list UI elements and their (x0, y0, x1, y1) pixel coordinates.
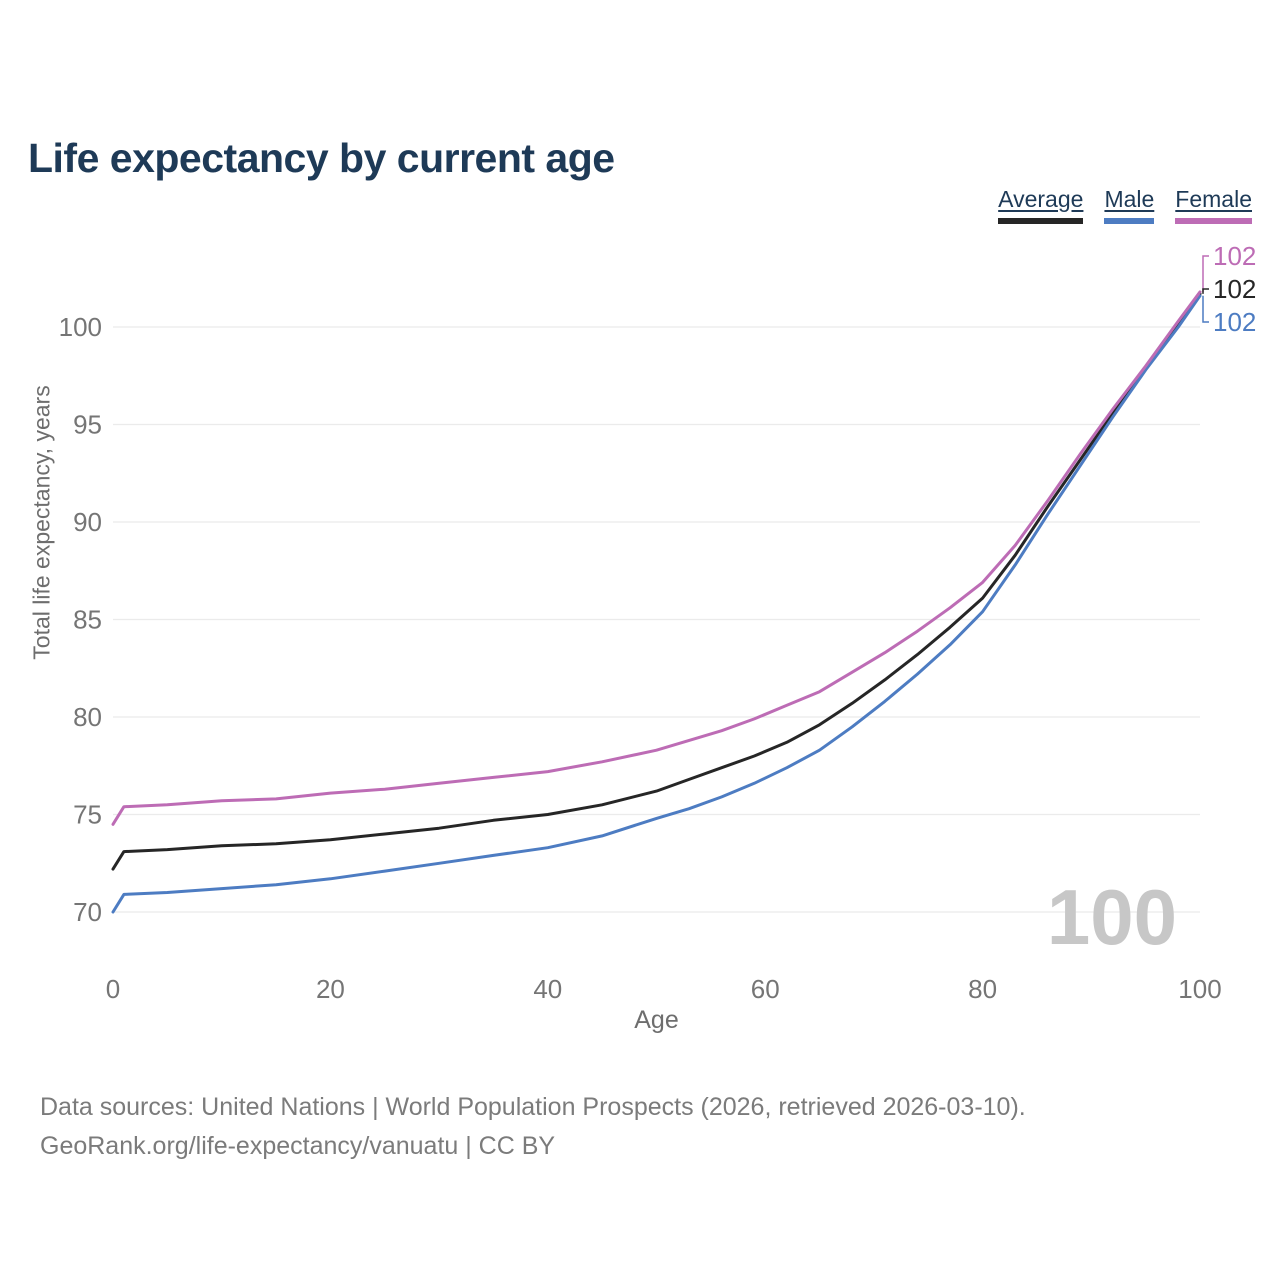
y-tick-label: 95 (73, 410, 102, 440)
y-tick-label: 70 (73, 897, 102, 927)
x-tick-label: 40 (533, 974, 562, 1004)
legend-item-male[interactable]: Male (1104, 186, 1155, 224)
end-label-connector-female (1202, 255, 1209, 292)
y-tick-label: 75 (73, 800, 102, 830)
y-axis-title: Total life expectancy, years (28, 385, 55, 660)
page-title: Life expectancy by current age (28, 135, 615, 182)
legend: Average Male Female (998, 186, 1252, 224)
x-tick-label: 60 (751, 974, 780, 1004)
footer-attribution-line: GeoRank.org/life-expectancy/vanuatu | CC… (40, 1132, 556, 1160)
legend-item-average[interactable]: Average (998, 186, 1084, 224)
y-tick-label: 100 (59, 312, 102, 342)
age-watermark: 100 (1047, 873, 1177, 961)
footer-sources-line: Data sources: United Nations | World Pop… (40, 1093, 1026, 1121)
x-tick-label: 20 (316, 974, 345, 1004)
series-line-female (111, 290, 1202, 826)
y-tick-label: 85 (73, 605, 102, 635)
x-tick-label: 100 (1178, 974, 1221, 1004)
x-axis-title: Age (634, 1006, 679, 1034)
footer: Data sources: United Nations | World Pop… (40, 1088, 1240, 1166)
end-label-female: 102 (1213, 241, 1256, 271)
end-label-average: 102 (1213, 274, 1256, 304)
legend-item-female[interactable]: Female (1175, 186, 1252, 224)
x-tick-label: 0 (106, 974, 120, 1004)
end-label-male: 102 (1213, 307, 1256, 337)
end-label-connector-male (1202, 295, 1209, 323)
x-tick-label: 80 (968, 974, 997, 1004)
series-line-average (111, 292, 1202, 871)
series-line-male (111, 294, 1202, 914)
y-tick-label: 90 (73, 507, 102, 537)
end-label-connector-average (1202, 288, 1209, 294)
y-tick-label: 80 (73, 702, 102, 732)
